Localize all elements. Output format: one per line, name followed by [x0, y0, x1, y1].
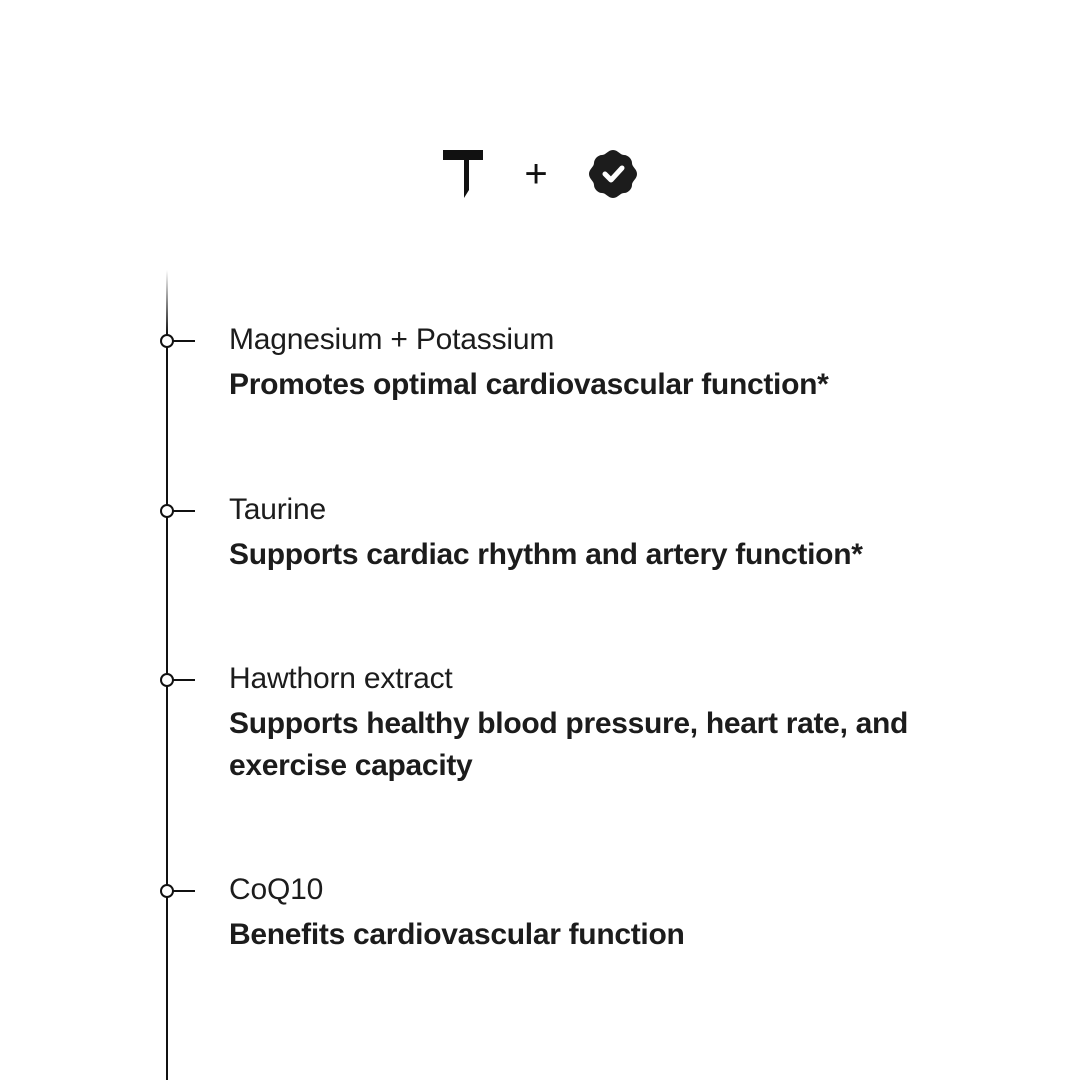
ingredient-item: Taurine Supports cardiac rhythm and arte…: [229, 492, 949, 576]
timeline-line-fade: [166, 270, 168, 334]
t-logo-icon: [443, 150, 483, 198]
ingredient-name: Taurine: [229, 493, 326, 526]
verified-badge-icon: [589, 150, 637, 198]
ingredient-name: Hawthorn extract: [229, 662, 453, 695]
timeline-node: [160, 334, 195, 348]
ingredient-name: CoQ10: [229, 873, 324, 906]
timeline-line: [166, 334, 168, 1080]
timeline-node: [160, 504, 195, 518]
ingredient-item: CoQ10 Benefits cardiovascular function: [229, 872, 949, 956]
timeline-node: [160, 884, 195, 898]
ingredient-benefit: Supports cardiac rhythm and artery funct…: [229, 538, 863, 571]
ingredient-benefit: Promotes optimal cardiovascular function…: [229, 368, 829, 401]
ingredient-item: Magnesium + Potassium Promotes optimal c…: [229, 322, 949, 406]
timeline-node: [160, 673, 195, 687]
ingredient-benefit: Benefits cardiovascular function: [229, 918, 685, 951]
plus-symbol: +: [524, 152, 547, 196]
ingredient-benefit: Supports healthy blood pressure, heart r…: [229, 707, 909, 782]
timeline: [160, 270, 195, 1080]
header-logo: +: [443, 150, 637, 198]
ingredient-item: Hawthorn extract Supports healthy blood …: [229, 661, 919, 787]
ingredient-name: Magnesium + Potassium: [229, 323, 555, 356]
